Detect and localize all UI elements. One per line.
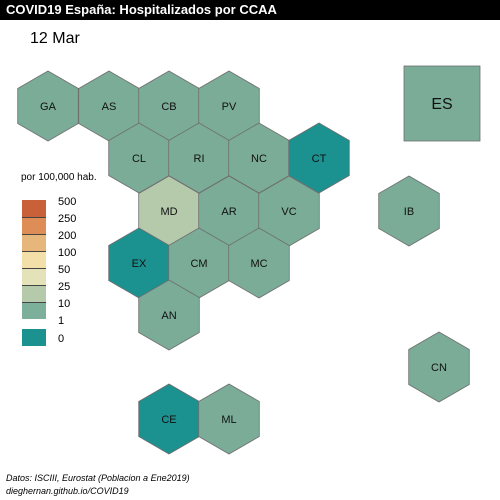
region-label-cn: CN bbox=[431, 362, 447, 374]
legend-swatch bbox=[22, 268, 46, 285]
legend-swatch-zero bbox=[22, 329, 46, 346]
legend-label: 500 bbox=[58, 196, 77, 208]
region-label-pv: PV bbox=[222, 101, 237, 113]
legend-tick bbox=[22, 302, 46, 303]
legend-title: por 100,000 hab. bbox=[21, 172, 97, 183]
legend-label: 10 bbox=[58, 298, 71, 310]
date-label: 12 Mar bbox=[30, 30, 80, 47]
legend-swatch bbox=[22, 234, 46, 251]
legend-label: 1 bbox=[58, 315, 65, 327]
legend-tick bbox=[22, 268, 46, 269]
region-label-cl: CL bbox=[132, 153, 146, 165]
region-label-ar: AR bbox=[221, 206, 236, 218]
legend-swatch bbox=[22, 200, 46, 217]
region-label-an: AN bbox=[161, 310, 176, 322]
national-label-es: ES bbox=[431, 96, 452, 113]
legend-label: 250 bbox=[58, 213, 77, 225]
national-square-es bbox=[403, 65, 481, 142]
region-hex-mc bbox=[228, 227, 290, 299]
legend-swatch bbox=[22, 285, 46, 302]
site-note: dieghernan.github.io/COVID19 bbox=[6, 486, 129, 496]
region-label-ri: RI bbox=[194, 153, 205, 165]
legend-tick bbox=[22, 285, 46, 286]
title-bar: COVID19 España: Hospitalizados por CCAA bbox=[0, 0, 500, 20]
region-label-md: MD bbox=[160, 206, 177, 218]
region-label-cm: CM bbox=[190, 258, 207, 270]
legend-label: 200 bbox=[58, 230, 77, 242]
legend-label: 50 bbox=[58, 264, 71, 276]
source-note: Datos: ISCIII, Eurostat (Poblacion a Ene… bbox=[6, 473, 190, 483]
region-label-ex: EX bbox=[132, 258, 147, 270]
legend-tick bbox=[22, 217, 46, 218]
region-label-ga: GA bbox=[40, 101, 57, 113]
legend-label: 25 bbox=[58, 281, 71, 293]
region-label-ml: ML bbox=[221, 414, 236, 426]
region-label-nc: NC bbox=[251, 153, 267, 165]
legend-swatch bbox=[22, 217, 46, 234]
region-label-as: AS bbox=[102, 101, 117, 113]
region-label-cb: CB bbox=[161, 101, 176, 113]
legend-label: 0 bbox=[58, 333, 65, 345]
region-label-ct: CT bbox=[312, 153, 327, 165]
legend-swatch bbox=[22, 302, 46, 319]
region-hex-ib bbox=[378, 175, 440, 247]
legend-swatch bbox=[22, 251, 46, 268]
legend-label: 100 bbox=[58, 247, 77, 259]
region-label-ib: IB bbox=[404, 206, 414, 218]
chart-title: COVID19 España: Hospitalizados por CCAA bbox=[6, 2, 277, 17]
region-hex-cn bbox=[408, 331, 470, 403]
region-hex-an bbox=[138, 279, 200, 351]
region-hex-ml bbox=[198, 383, 260, 455]
legend-tick bbox=[22, 234, 46, 235]
region-label-ce: CE bbox=[161, 414, 176, 426]
legend-tick bbox=[22, 251, 46, 252]
region-label-mc: MC bbox=[250, 258, 267, 270]
region-label-vc: VC bbox=[281, 206, 296, 218]
